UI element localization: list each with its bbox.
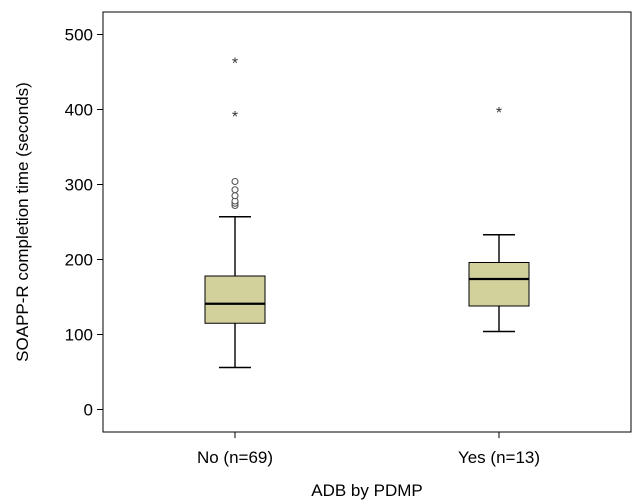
extreme-point: * (496, 105, 502, 122)
outlier-point (231, 192, 239, 200)
y-tick-label: 500 (65, 26, 93, 45)
outlier-point (231, 186, 239, 194)
x-axis: No (n=69) Yes (n=13) (197, 432, 540, 467)
x-tick-label: No (n=69) (197, 448, 273, 467)
y-axis: 0 100 200 300 400 500 (65, 26, 103, 420)
y-tick-label: 300 (65, 176, 93, 195)
y-tick-label: 200 (65, 251, 93, 270)
box-group: * (468, 105, 530, 333)
boxes: *** (204, 56, 530, 369)
y-axis-label: SOAPP-R completion time (seconds) (13, 82, 32, 362)
extreme-point: * (232, 109, 238, 126)
plot-frame (102, 11, 632, 433)
box (468, 262, 530, 307)
outlier-point (231, 177, 239, 186)
y-tick-label: 400 (65, 101, 93, 120)
box-group: ** (204, 56, 266, 369)
y-tick-label: 0 (84, 401, 93, 420)
x-tick-label: Yes (n=13) (458, 448, 540, 467)
extreme-point: * (232, 56, 238, 73)
box (204, 275, 266, 324)
x-axis-label: ADB by PDMP (311, 481, 422, 500)
y-tick-label: 100 (65, 326, 93, 345)
